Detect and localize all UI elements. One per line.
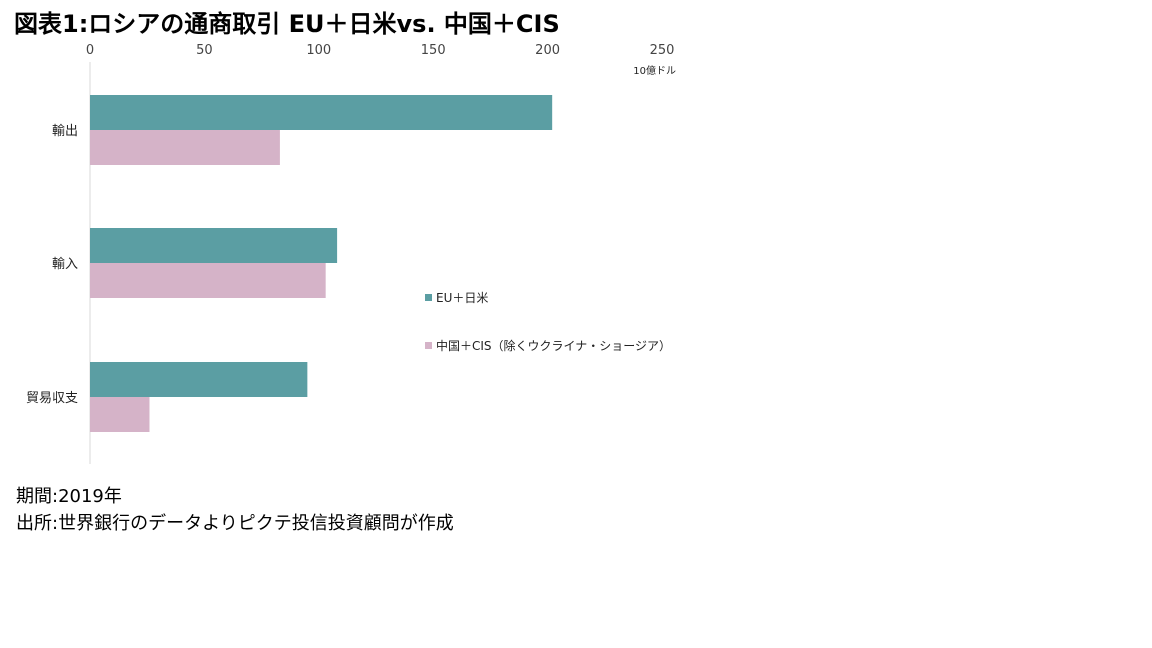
- x-tick-label: 0: [86, 43, 94, 58]
- x-tick-label: 100: [306, 43, 331, 58]
- legend-swatch: [425, 294, 432, 301]
- x-tick-label: 50: [196, 43, 213, 58]
- x-tick-label: 200: [535, 43, 560, 58]
- chart-title: 図表1:ロシアの通商取引 EU＋日米vs. 中国＋CIS: [14, 10, 560, 38]
- unit-label: 10億ドル: [633, 64, 676, 77]
- source-note: 出所:世界銀行のデータよりピクテ投信投資顧問が作成: [16, 513, 454, 534]
- x-tick-label: 150: [421, 43, 446, 58]
- bar-eu-japan-us: [90, 228, 338, 263]
- period-note: 期間:2019年: [16, 486, 122, 507]
- legend-label: EU＋日米: [436, 291, 488, 305]
- legend-label: 中国＋CIS（除くウクライナ・ショージア）: [436, 338, 671, 353]
- bar-china-cis: [90, 263, 326, 298]
- category-label: 貿易収支: [26, 391, 78, 406]
- x-tick-label: 250: [650, 43, 675, 58]
- legend-swatch: [425, 342, 432, 349]
- bar-china-cis: [90, 130, 280, 165]
- category-label: 輸入: [52, 257, 78, 272]
- bar-china-cis: [90, 397, 150, 432]
- category-label: 輸出: [52, 124, 78, 139]
- bar-eu-japan-us: [90, 362, 308, 397]
- bar-eu-japan-us: [90, 95, 553, 130]
